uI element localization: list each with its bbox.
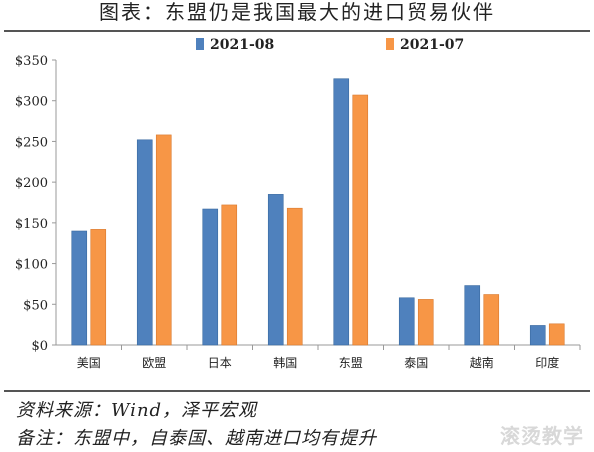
bar-2021-07-泰国 [417, 299, 434, 346]
watermark-logo: 滚烫教学 [500, 424, 584, 448]
x-tick-label: 韩国 [273, 355, 297, 370]
legend-swatch-2021-07 [386, 38, 394, 50]
y-tick-label: $250 [15, 135, 48, 150]
bar-2021-08-泰国 [398, 297, 415, 346]
bar-2021-08-欧盟 [136, 139, 153, 346]
bar-2021-07-欧盟 [155, 134, 172, 346]
bar-group [71, 78, 565, 346]
bar-2021-07-韩国 [286, 207, 303, 346]
legend-label-2021-08: 2021-08 [210, 37, 274, 53]
x-axis: 美国 欧盟 日本 韩国 东盟 泰国 越南 印度 [56, 344, 581, 370]
bar-2021-08-越南 [464, 285, 481, 346]
bar-2021-07-东盟 [352, 94, 369, 346]
x-tick-label: 越南 [470, 355, 494, 370]
x-tick-label: 日本 [208, 356, 232, 370]
y-axis: $0 $50 $100 $150 $200 $250 $300 $350 [15, 54, 57, 354]
bar-2021-07-日本 [221, 204, 238, 346]
bar-2021-07-美国 [90, 229, 107, 346]
x-tick-label: 欧盟 [142, 356, 166, 370]
bar-2021-07-印度 [548, 323, 565, 346]
chart-legend: 2021-08 2021-07 [196, 37, 464, 53]
bar-2021-08-韩国 [267, 194, 284, 346]
x-tick-label: 印度 [535, 355, 559, 370]
footer-divider [4, 390, 590, 392]
chart-title: 图表：东盟仍是我国最大的进口贸易伙伴 [99, 0, 495, 24]
y-tick-label: $50 [23, 298, 48, 313]
y-tick-label: $350 [15, 54, 48, 69]
bar-2021-08-印度 [529, 325, 546, 346]
y-tick-label: $150 [15, 217, 48, 232]
bar-2021-07-越南 [483, 294, 500, 346]
x-tick-label: 美国 [77, 356, 101, 370]
y-tick-label: $300 [15, 95, 48, 110]
x-tick-label: 泰国 [404, 356, 428, 370]
bar-2021-08-美国 [71, 230, 88, 346]
bar-2021-08-日本 [202, 208, 219, 346]
legend-label-2021-07: 2021-07 [400, 37, 464, 53]
title-divider [4, 30, 590, 32]
x-tick-label: 东盟 [339, 356, 363, 370]
y-tick-label: $100 [15, 258, 48, 273]
bar-2021-08-东盟 [333, 78, 350, 346]
legend-swatch-2021-08 [196, 38, 204, 50]
remark-note: 备注：东盟中，自泰国、越南进口均有提升 [16, 428, 377, 449]
bar-chart: 2021-08 2021-07 $0 $50 $100 $150 $200 $250 $300… [15, 37, 581, 370]
y-tick-label: $0 [31, 339, 48, 354]
source-note: 资料来源：Wind，泽平宏观 [16, 400, 258, 421]
y-tick-label: $200 [15, 176, 48, 191]
